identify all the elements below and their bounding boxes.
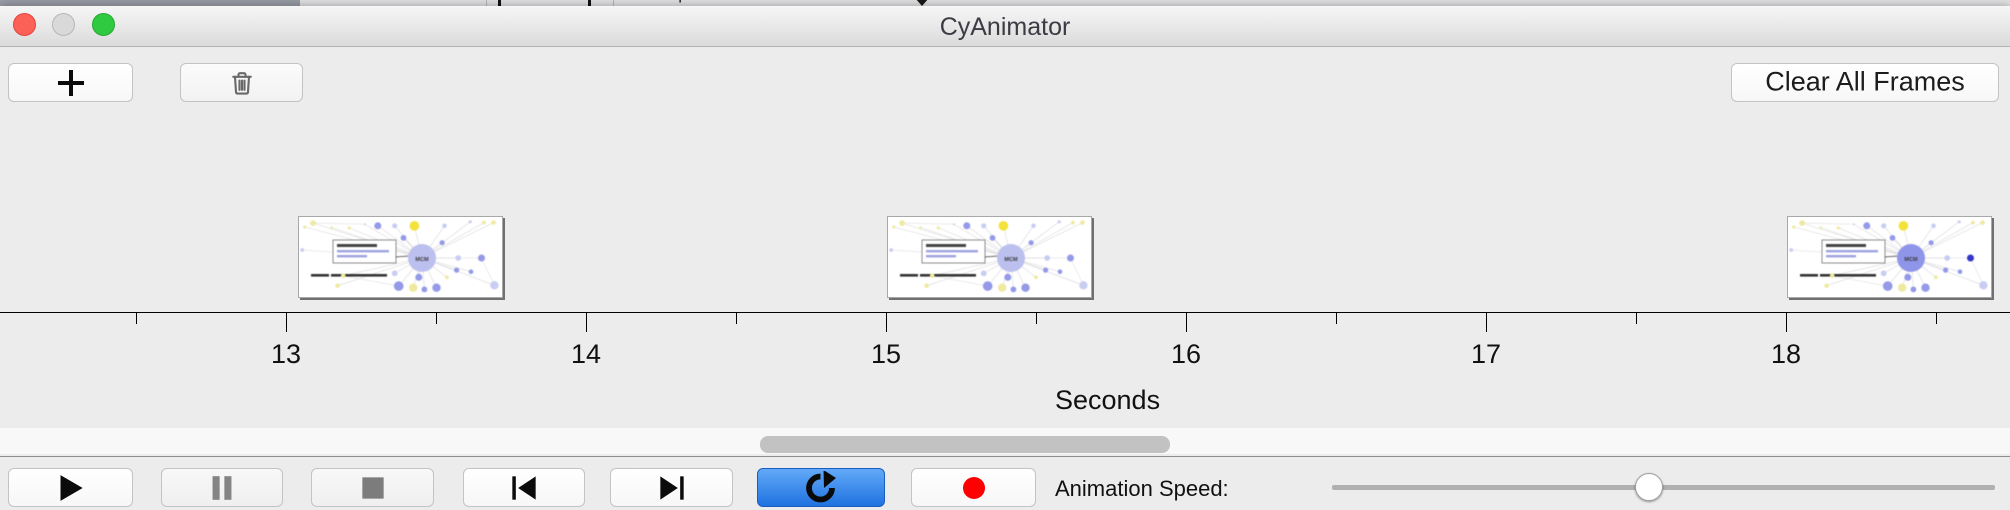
svg-text:MCM: MCM	[1904, 257, 1918, 263]
svg-text:MCM: MCM	[1004, 257, 1018, 263]
svg-text:MCM: MCM	[415, 257, 429, 263]
